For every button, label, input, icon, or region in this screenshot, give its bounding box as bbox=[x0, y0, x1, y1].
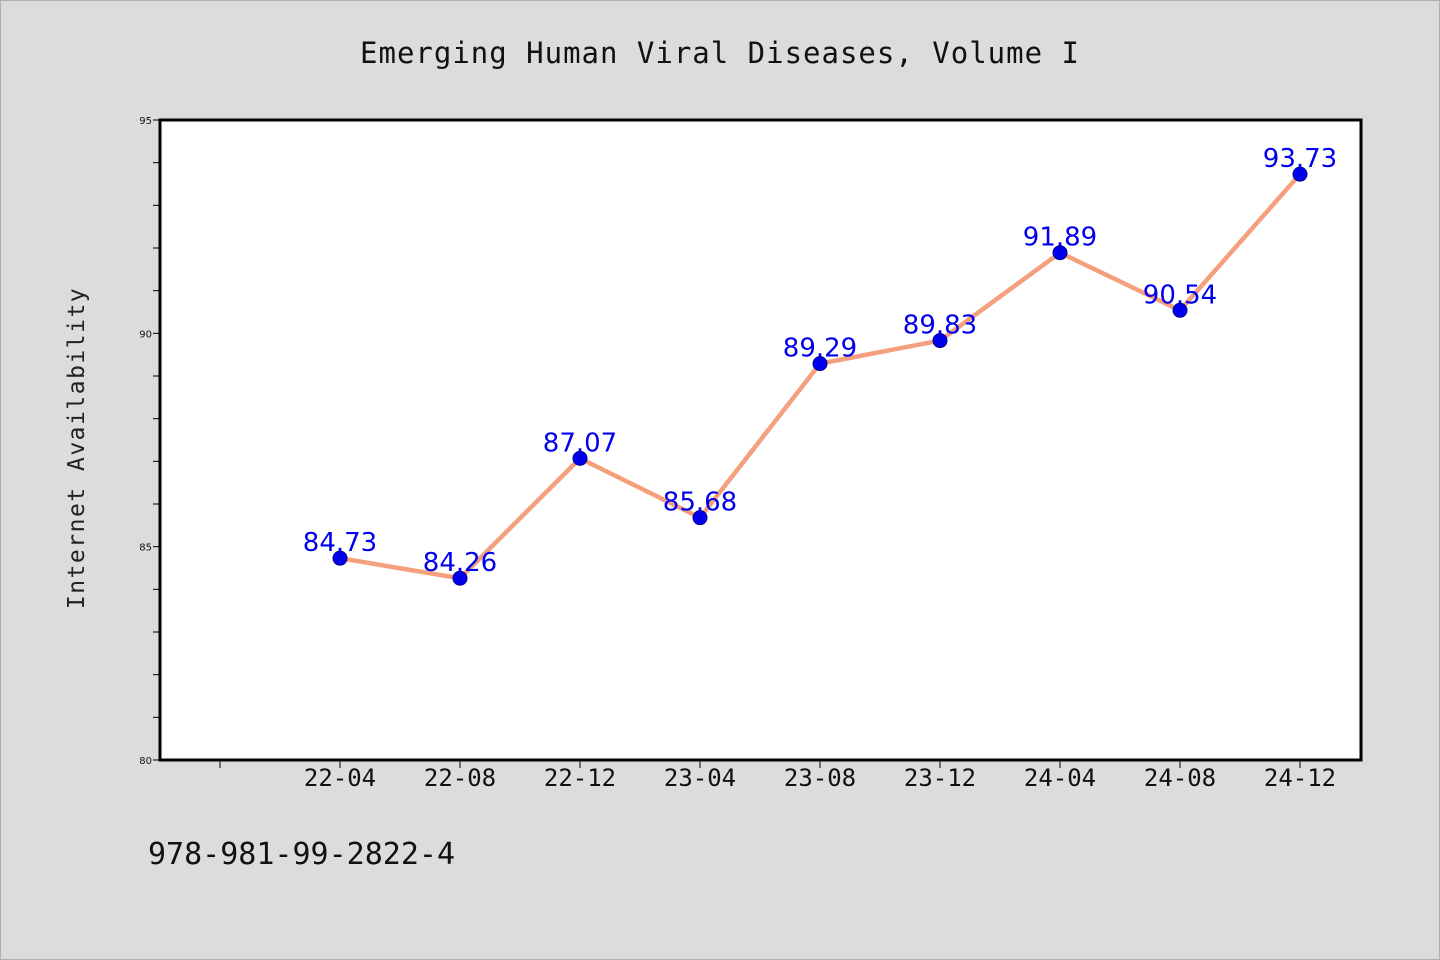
chart-title: Emerging Human Viral Diseases, Volume I bbox=[360, 36, 1080, 70]
data-label: 84.26 bbox=[423, 548, 497, 578]
data-label: 89.29 bbox=[783, 334, 857, 364]
data-point bbox=[692, 510, 708, 526]
data-label: 84.73 bbox=[303, 528, 377, 558]
data-points bbox=[332, 166, 1308, 586]
data-point bbox=[932, 333, 948, 349]
x-tick-label: 22-04 bbox=[304, 764, 376, 792]
data-label: 91.89 bbox=[1023, 223, 1097, 253]
x-tick-label: 24-04 bbox=[1024, 764, 1096, 792]
x-tick-label: 22-08 bbox=[424, 764, 496, 792]
data-point bbox=[1052, 245, 1068, 261]
data-point bbox=[452, 570, 468, 586]
data-label: 93.73 bbox=[1263, 144, 1337, 174]
data-point bbox=[572, 450, 588, 466]
data-labels: 84.73 84.26 87.07 85.68 89.29 89.83 91.89 90.54… bbox=[303, 144, 1337, 578]
data-label: 85.68 bbox=[663, 488, 737, 518]
x-tick-label: 24-12 bbox=[1264, 764, 1336, 792]
data-point bbox=[332, 550, 348, 566]
data-label: 89.83 bbox=[903, 311, 977, 341]
x-tick-label: 22-12 bbox=[544, 764, 616, 792]
data-label: 87.07 bbox=[543, 428, 617, 458]
data-point bbox=[812, 356, 828, 372]
x-tick-label: 24-08 bbox=[1144, 764, 1216, 792]
x-tick-label: 23-12 bbox=[904, 764, 976, 792]
x-axis-ticks: 22-04 22-08 22-12 23-04 23-08 23-12 24-04 24-08… bbox=[219, 760, 1336, 792]
x-tick-label: 23-04 bbox=[664, 764, 736, 792]
y-tick-label: 95 bbox=[139, 116, 152, 127]
y-axis-ticks: 80 85 90 95 bbox=[139, 116, 160, 767]
y-tick-label: 90 bbox=[139, 329, 152, 340]
data-point bbox=[1292, 166, 1308, 182]
y-axis-label: Internet Availability bbox=[64, 287, 90, 609]
isbn-text: 978-981-99-2822-4 bbox=[148, 837, 455, 872]
x-tick-label: 23-08 bbox=[784, 764, 856, 792]
y-tick-label: 85 bbox=[139, 543, 152, 554]
data-point bbox=[1172, 302, 1188, 318]
data-label: 90.54 bbox=[1143, 280, 1217, 310]
y-tick-label: 80 bbox=[139, 756, 152, 767]
